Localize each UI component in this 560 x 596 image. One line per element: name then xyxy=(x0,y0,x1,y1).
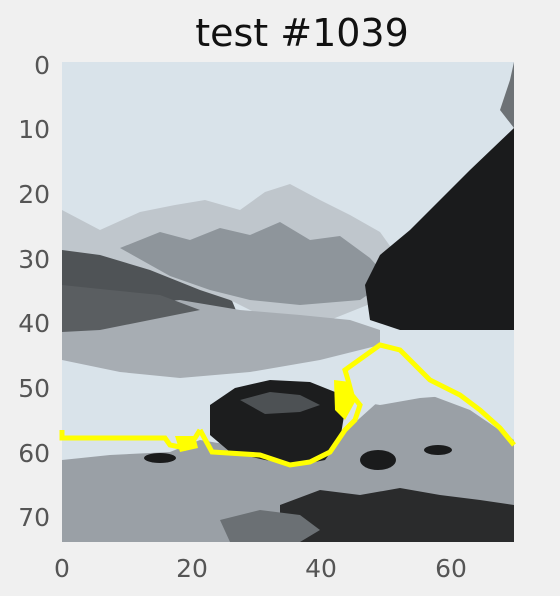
y-tick: 10 xyxy=(18,115,50,144)
y-axis: 0 10 20 30 40 50 60 70 xyxy=(18,51,50,532)
y-tick: 20 xyxy=(18,180,50,209)
segmentation-blob-2 xyxy=(334,380,356,420)
boulder-highlight xyxy=(240,392,320,414)
bottom-dark-rocks xyxy=(280,488,514,542)
mountain-shadows xyxy=(120,222,390,305)
lake-light-area xyxy=(62,370,220,432)
y-tick: 50 xyxy=(18,374,50,403)
right-upper-texture xyxy=(500,62,514,128)
small-rock-2 xyxy=(424,445,452,455)
bright-lake-patch xyxy=(345,345,460,405)
segmentation-blob xyxy=(175,436,198,452)
x-tick: 20 xyxy=(176,554,208,583)
right-dark-slope xyxy=(365,128,514,330)
small-rock-1 xyxy=(360,450,396,470)
image-panel xyxy=(59,62,516,542)
lake-dark-band xyxy=(62,285,200,332)
y-tick: 0 xyxy=(34,51,50,80)
y-tick: 60 xyxy=(18,439,50,468)
bottom-mid-rocks xyxy=(220,510,320,542)
x-tick: 40 xyxy=(305,554,337,583)
small-rock-3 xyxy=(144,453,176,463)
y-tick: 40 xyxy=(18,309,50,338)
x-axis: 0 20 40 60 xyxy=(54,554,467,583)
y-tick: 30 xyxy=(18,245,50,274)
figure-title: test #1039 xyxy=(195,11,409,55)
x-tick: 0 xyxy=(54,554,70,583)
y-tick: 70 xyxy=(18,503,50,532)
x-tick: 60 xyxy=(435,554,467,583)
